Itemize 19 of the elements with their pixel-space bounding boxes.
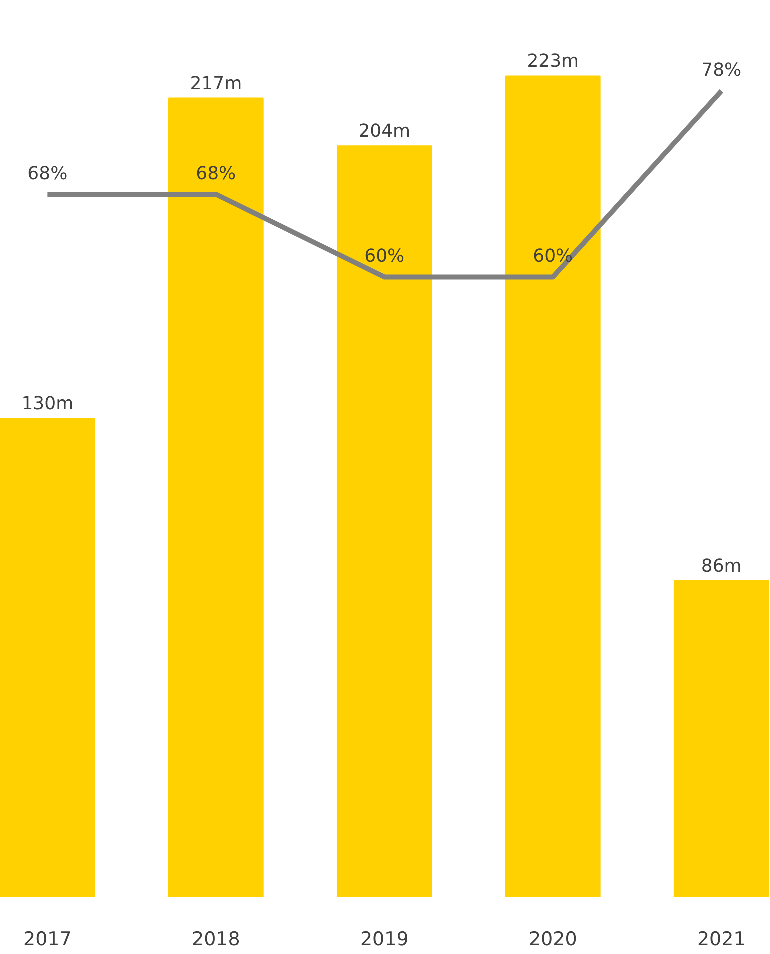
bar	[0, 418, 96, 898]
data-label: 60%	[364, 246, 405, 268]
data-label: 204m	[358, 121, 411, 142]
x-tick-label: 2017	[24, 928, 72, 950]
data-label: 86m	[701, 556, 742, 577]
bar	[674, 580, 770, 898]
x-tick-label: 2020	[528, 928, 578, 950]
data-label: 78%	[702, 60, 742, 82]
bar	[336, 146, 432, 898]
bar	[168, 98, 264, 898]
data-label: 217m	[190, 73, 242, 94]
bar	[505, 76, 601, 898]
data-label: 223m	[527, 51, 580, 72]
data-label: 68%	[28, 164, 68, 185]
x-tick-label: 2019	[360, 928, 409, 950]
x-tick-label: 2021	[697, 928, 746, 950]
x-tick-label: 2018	[192, 928, 240, 950]
data-label: 130m	[22, 394, 74, 415]
data-label: 68%	[196, 164, 236, 185]
